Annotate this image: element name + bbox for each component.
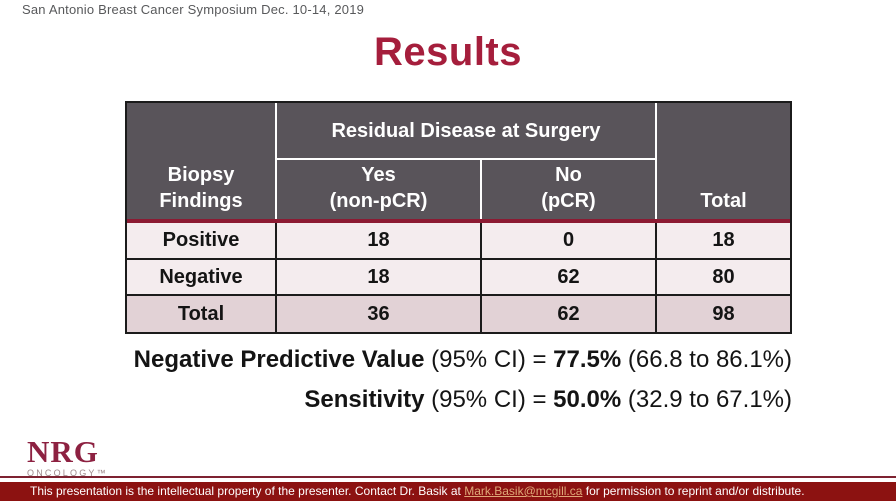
cell-negative-yes: 18 [277, 260, 482, 296]
npv-line: Negative Predictive Value (95% CI) = 77.… [134, 340, 792, 380]
nrg-logo-text: NRG [27, 434, 99, 469]
footer-bar: This presentation is the intellectual pr… [0, 482, 896, 501]
email-link[interactable]: Mark.Basik@mcgill.ca [464, 484, 583, 498]
results-table: Biopsy Findings Residual Disease at Surg… [125, 101, 792, 334]
row-total-label: Total [127, 296, 277, 332]
header-separator-line [127, 219, 790, 223]
table-header-total: Total [657, 103, 790, 219]
cell-positive-yes: 18 [277, 223, 482, 260]
npv-label: Negative Predictive Value [133, 346, 425, 373]
cell-total-total: 98 [657, 296, 790, 332]
sensitivity-value: 50.0% [553, 386, 622, 413]
cell-positive-total: 18 [657, 223, 790, 260]
statistics-block: Negative Predictive Value (95% CI) = 77.… [134, 340, 792, 420]
row-negative-label: Negative [127, 260, 277, 296]
sensitivity-ci-range: (32.9 to 67.1%) [621, 386, 792, 413]
header-no-line2: (pCR) [541, 190, 596, 212]
table-header-yes-non-pcr: Yes (non-pCR) [277, 160, 482, 219]
table-header-no-pcr: No (pCR) [482, 160, 657, 219]
table-header-biopsy-findings: Biopsy Findings [127, 103, 277, 219]
cell-positive-no: 0 [482, 223, 657, 260]
cell-total-yes: 36 [277, 296, 482, 332]
footer-text-post: for permission to reprint and/or distrib… [582, 484, 805, 498]
footer-divider-line [0, 476, 896, 478]
cell-total-no: 62 [482, 296, 657, 332]
cell-negative-total: 80 [657, 260, 790, 296]
nrg-oncology-logo: NRG ONCOLOGY™ [27, 436, 108, 478]
header-no-line1: No [555, 164, 582, 186]
header-yes-line1: Yes [361, 164, 396, 186]
nrg-logo-subtitle: ONCOLOGY™ [27, 468, 108, 478]
npv-value: 77.5% [553, 346, 622, 373]
header-yes-line2: (non-pCR) [329, 190, 428, 212]
sensitivity-label: Sensitivity [304, 386, 425, 413]
npv-ci-range: (66.8 to 86.1%) [621, 346, 792, 373]
table-header-residual-disease: Residual Disease at Surgery [277, 103, 657, 160]
npv-ci-prefix: (95% CI) = [424, 346, 554, 373]
event-header-text: San Antonio Breast Cancer Symposium Dec.… [22, 2, 365, 17]
row-positive-label: Positive [127, 223, 277, 260]
page-title: Results [374, 30, 522, 74]
footer-text-pre: This presentation is the intellectual pr… [30, 484, 465, 498]
sensitivity-ci-prefix: (95% CI) = [424, 386, 554, 413]
sensitivity-line: Sensitivity (95% CI) = 50.0% (32.9 to 67… [134, 380, 792, 420]
cell-negative-no: 62 [482, 260, 657, 296]
